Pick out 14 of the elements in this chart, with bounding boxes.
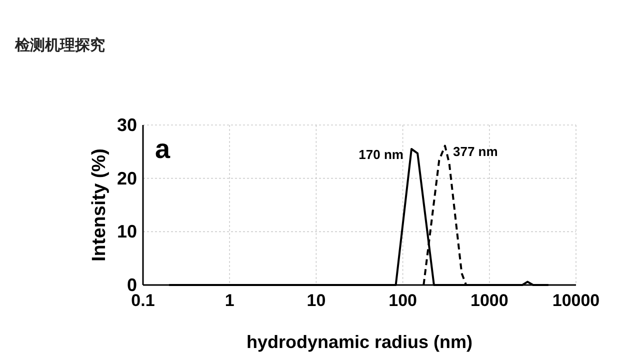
y-tick-label: 30 [116,115,137,135]
annotation: a [155,134,171,164]
chart-title: 检测机理探究 [14,36,105,54]
x-tick-label: 10 [306,291,326,310]
x-axis-title: hydrodynamic radius (nm) [246,332,473,352]
annotation: 377 nm [452,144,498,159]
y-axis-title: Intensity (%) [89,148,110,262]
x-tick-label: 10000 [552,291,600,310]
x-tick-label: 100 [388,291,417,310]
x-tick-label: 1000 [470,291,508,310]
x-tick-label: 1 [224,291,234,310]
annotation: 170 nm [358,147,404,162]
y-tick-label: 10 [116,222,137,242]
y-tick-label: 20 [116,168,137,188]
